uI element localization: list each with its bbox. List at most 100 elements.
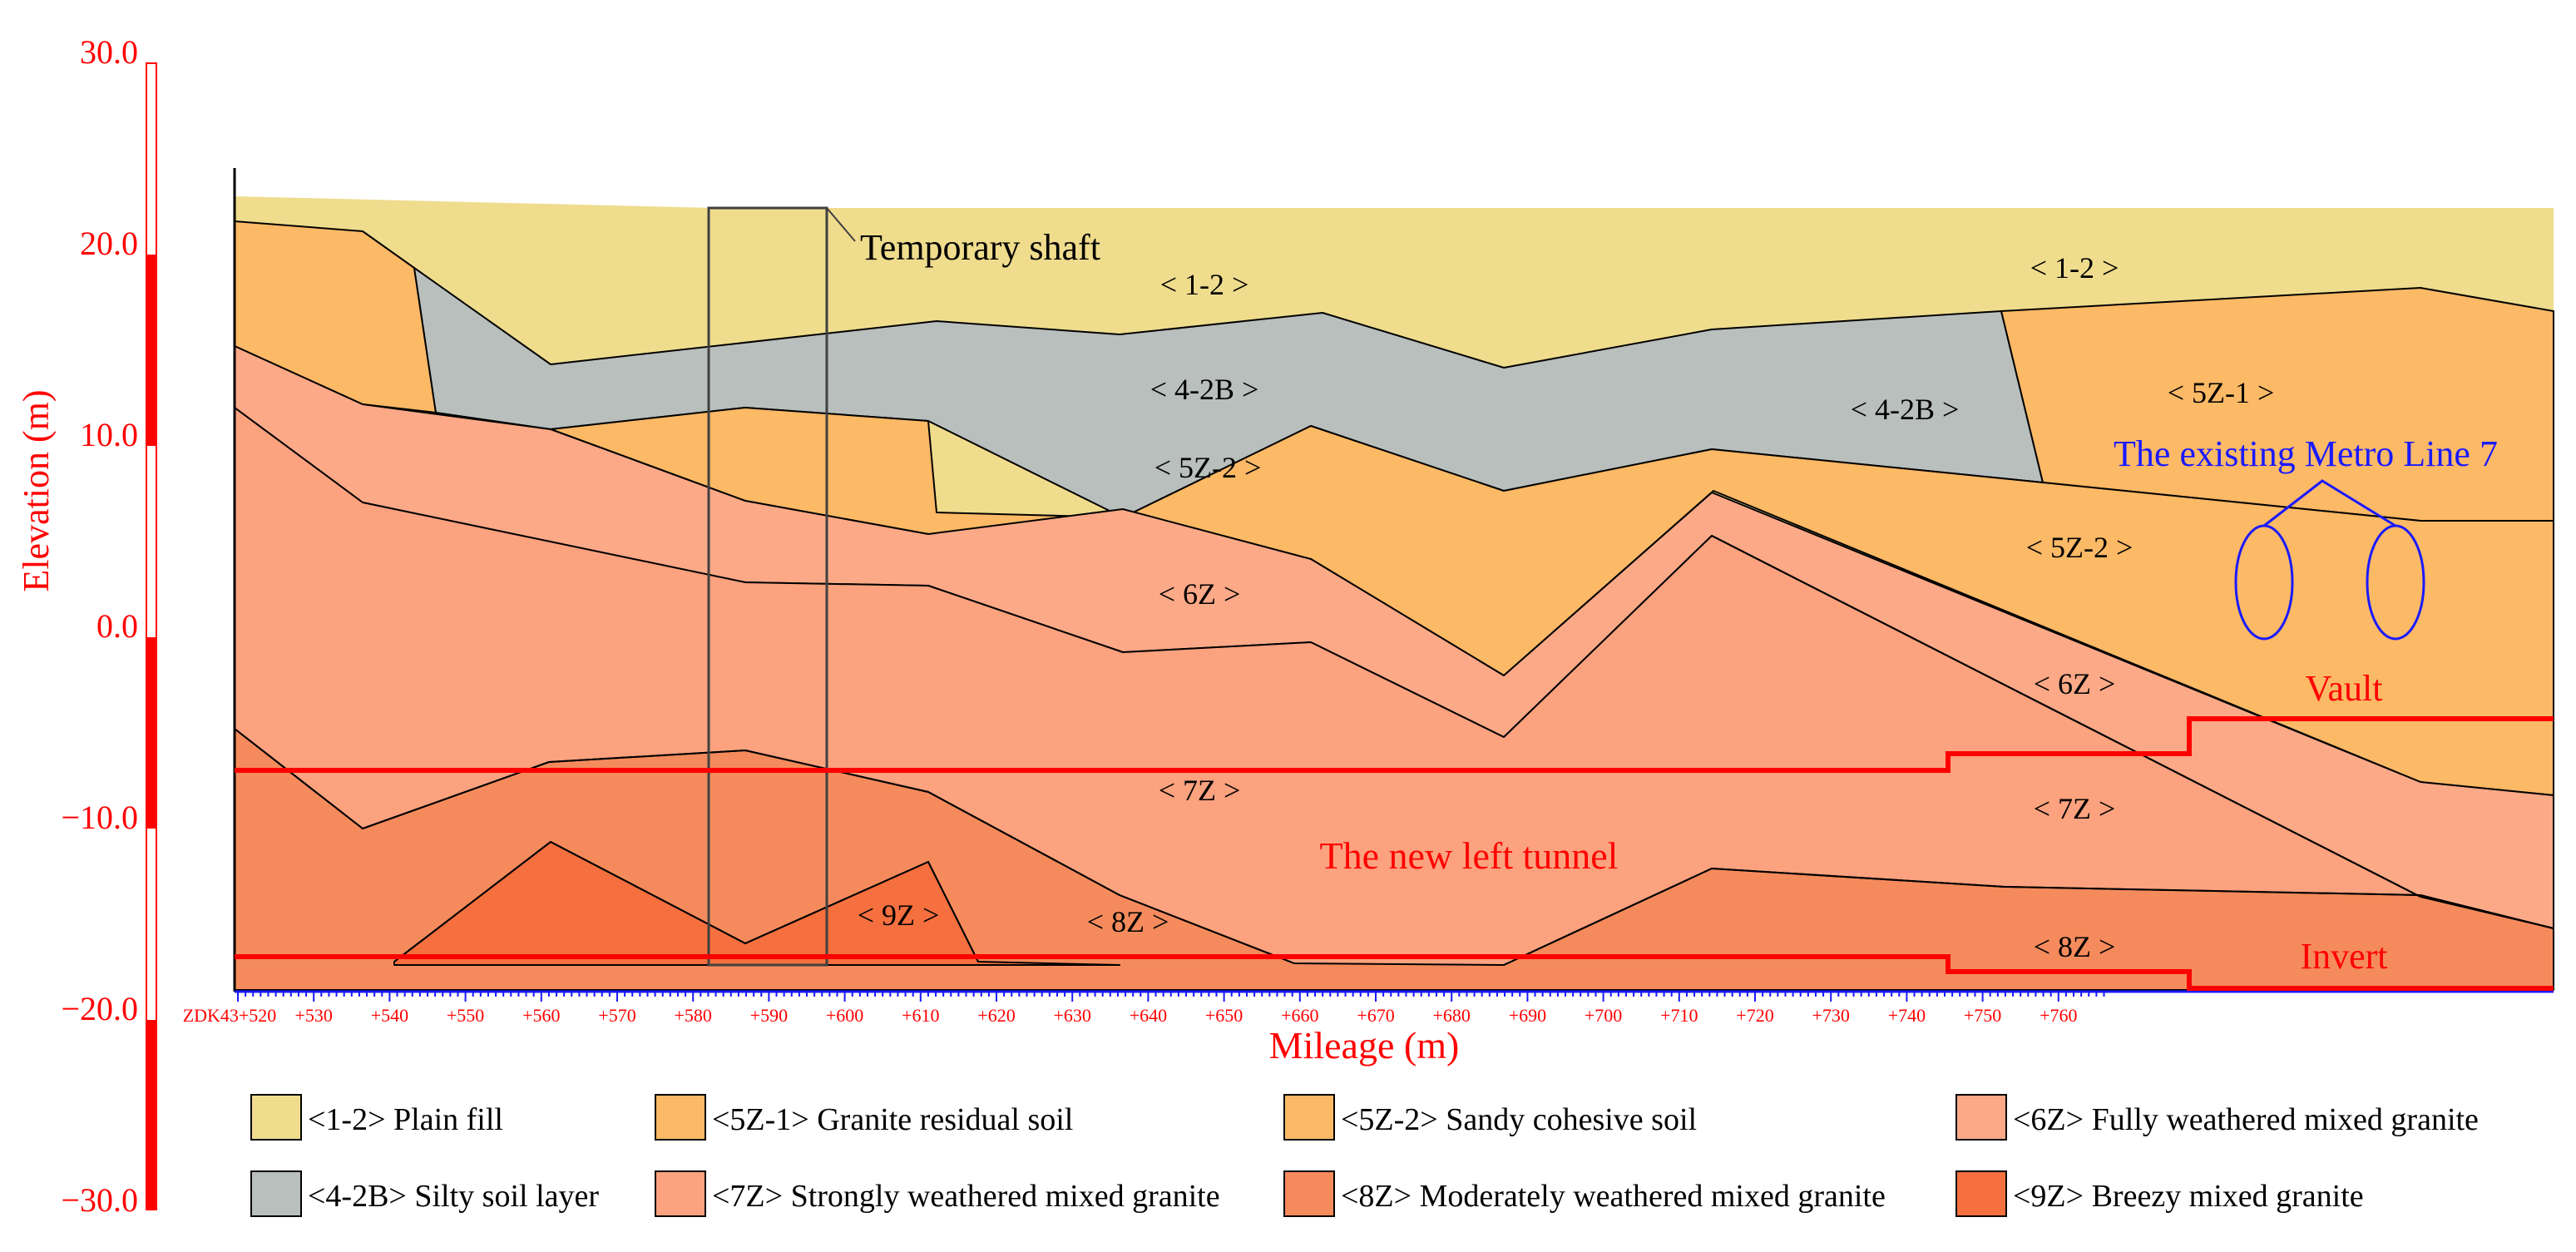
y-tick-label: −20.0 bbox=[61, 990, 138, 1027]
layer-label-8z: < 8Z > bbox=[1087, 905, 1169, 938]
layer-label-5z-2: < 5Z-2 > bbox=[1155, 451, 1262, 484]
legend-swatch bbox=[1955, 1170, 2007, 1217]
boundary-line bbox=[393, 840, 979, 963]
layer-label-4-2b: < 4-2B > bbox=[1851, 393, 1960, 426]
legend-label: <5Z-1> Granite residual soil bbox=[712, 1102, 1073, 1137]
scale-bar-segment bbox=[146, 1020, 156, 1210]
temporary-shaft: Temporary shaft bbox=[707, 206, 1100, 967]
vault-label: Vault bbox=[2306, 668, 2383, 709]
x-tick-marks bbox=[237, 992, 2105, 1002]
x-tick-label: +580 bbox=[674, 1005, 711, 1026]
x-tick-label: +700 bbox=[1585, 1005, 1622, 1026]
elevation-scale-bar bbox=[146, 62, 157, 1210]
x-tick-label: +550 bbox=[447, 1005, 484, 1026]
legend-item: <6Z> Fully weathered mixed granite bbox=[1955, 1094, 2479, 1141]
shaft-label: Temporary shaft bbox=[860, 227, 1100, 268]
legend-label: <1-2> Plain fill bbox=[308, 1102, 503, 1137]
x-tick-label: +720 bbox=[1736, 1005, 1773, 1026]
x-tick-label: +590 bbox=[750, 1005, 788, 1026]
layer-label-6z: < 6Z > bbox=[2034, 667, 2116, 700]
legend-label: <5Z-2> Sandy cohesive soil bbox=[1341, 1102, 1697, 1137]
strata bbox=[234, 196, 2554, 991]
legend-swatch bbox=[1283, 1170, 1335, 1217]
legend-item: <9Z> Breezy mixed granite bbox=[1955, 1170, 2364, 1217]
scale-bar-segment bbox=[146, 637, 156, 829]
x-tick-label: +760 bbox=[2040, 1005, 2077, 1026]
legend-item: <5Z-2> Sandy cohesive soil bbox=[1283, 1094, 1697, 1141]
x-tick-label: +710 bbox=[1660, 1005, 1698, 1026]
y-tick-label: 0.0 bbox=[96, 607, 138, 645]
metro-label: The existing Metro Line 7 bbox=[2114, 433, 2498, 474]
x-tick-label: +740 bbox=[1888, 1005, 1926, 1026]
legend-label: <8Z> Moderately weathered mixed granite bbox=[1341, 1179, 1886, 1214]
x-tick-label: +620 bbox=[977, 1005, 1015, 1026]
invert-line bbox=[235, 954, 2554, 991]
layer-label-5z-1: < 5Z-1 > bbox=[2168, 376, 2275, 409]
legend-label: <4-2B> Silty soil layer bbox=[308, 1179, 599, 1214]
layer-labels: < 1-2 > < 1-2 > < 4-2B > < 4-2B > < 5Z-1… bbox=[858, 251, 2275, 963]
x-tick-label: +640 bbox=[1130, 1005, 1167, 1026]
legend-item: <7Z> Strongly weathered mixed granite bbox=[655, 1170, 1220, 1217]
x-tick-labels: ZDK43+520 +530 +540 +550 +560 +570 +580 +590 +60… bbox=[183, 1005, 2078, 1026]
legend-item: <8Z> Moderately weathered mixed granite bbox=[1283, 1170, 1886, 1217]
invert-label: Invert bbox=[2300, 936, 2387, 977]
legend-swatch bbox=[1955, 1094, 2007, 1141]
legend-label: <7Z> Strongly weathered mixed granite bbox=[712, 1179, 1220, 1214]
x-tick-label: ZDK43+520 bbox=[183, 1005, 277, 1026]
layer-label-8z: < 8Z > bbox=[2034, 930, 2116, 963]
x-tick-label: +730 bbox=[1812, 1005, 1849, 1026]
legend-item: <5Z-1> Granite residual soil bbox=[655, 1094, 1073, 1141]
x-tick-label: +570 bbox=[598, 1005, 635, 1026]
layer-label-1-2: < 1-2 > bbox=[1160, 268, 1249, 301]
legend-label: <9Z> Breezy mixed granite bbox=[2013, 1179, 2364, 1214]
existing-metro-line-7 bbox=[2234, 479, 2425, 641]
legend-swatch bbox=[250, 1094, 302, 1141]
y-tick-label: −10.0 bbox=[61, 799, 138, 836]
vault-line bbox=[235, 716, 2554, 773]
new-left-tunnel bbox=[235, 716, 2554, 991]
y-tick-label: 30.0 bbox=[80, 33, 138, 71]
x-tick-label: +750 bbox=[1964, 1005, 2001, 1026]
layer-label-1-2: < 1-2 > bbox=[2030, 251, 2119, 285]
y-tick-label: 10.0 bbox=[80, 416, 138, 453]
x-tick-label: +660 bbox=[1281, 1005, 1318, 1026]
x-tick-label: +600 bbox=[826, 1005, 863, 1026]
legend-item: <4-2B> Silty soil layer bbox=[250, 1170, 599, 1217]
shaft-leader-line bbox=[826, 207, 856, 242]
tunnel-label: The new left tunnel bbox=[1320, 834, 1619, 877]
x-tick-label: +690 bbox=[1509, 1005, 1546, 1026]
x-tick-label: +670 bbox=[1357, 1005, 1394, 1026]
y-tick-label: 20.0 bbox=[80, 225, 138, 262]
y-axis-title: Elevation (m) bbox=[16, 389, 57, 591]
legend-label: <6Z> Fully weathered mixed granite bbox=[2013, 1102, 2479, 1137]
x-tick-label: +610 bbox=[902, 1005, 939, 1026]
x-tick-label: +560 bbox=[522, 1005, 560, 1026]
layer-label-7z: < 7Z > bbox=[2034, 792, 2116, 825]
layer-label-4-2b: < 4-2B > bbox=[1150, 373, 1259, 406]
layer-label-7z: < 7Z > bbox=[1159, 774, 1241, 807]
legend-item: <1-2> Plain fill bbox=[250, 1094, 503, 1141]
boundary-line bbox=[234, 728, 1295, 964]
strata-boundaries bbox=[234, 535, 2554, 966]
x-tick-label: +650 bbox=[1205, 1005, 1243, 1026]
legend-swatch bbox=[1283, 1094, 1335, 1141]
layer-label-9z: < 9Z > bbox=[858, 898, 940, 932]
legend-swatch bbox=[655, 1094, 706, 1141]
legend-swatch bbox=[250, 1170, 302, 1217]
metro-leader-line bbox=[2263, 479, 2396, 527]
x-tick-label: +530 bbox=[294, 1005, 332, 1026]
x-tick-label: +540 bbox=[371, 1005, 408, 1026]
layer-5z-1-right bbox=[2000, 287, 2554, 522]
x-tick-label: +680 bbox=[1432, 1005, 1470, 1026]
layer-label-6z: < 6Z > bbox=[1159, 577, 1241, 611]
boundary-line bbox=[1503, 867, 2554, 966]
legend-swatch bbox=[655, 1170, 706, 1217]
x-tick-label: +630 bbox=[1053, 1005, 1090, 1026]
boundary-line bbox=[1711, 535, 2554, 929]
legend: <1-2> Plain fill <5Z-1> Granite residual… bbox=[250, 1094, 2479, 1217]
y-tick-labels: 30.0 20.0 10.0 0.0 −10.0 −20.0 −30.0 bbox=[61, 33, 138, 1219]
x-axis-title: Mileage (m) bbox=[1269, 1024, 1460, 1066]
shaft-outline bbox=[707, 206, 828, 967]
